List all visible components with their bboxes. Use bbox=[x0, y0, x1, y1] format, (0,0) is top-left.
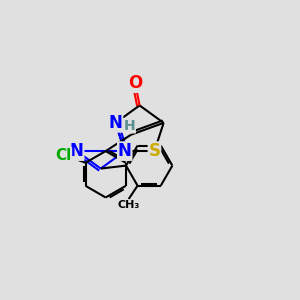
Text: N: N bbox=[118, 142, 132, 160]
Text: N: N bbox=[70, 142, 84, 160]
Text: O: O bbox=[128, 74, 142, 92]
Text: H: H bbox=[124, 119, 135, 133]
Text: CH₃: CH₃ bbox=[118, 200, 140, 210]
Text: S: S bbox=[148, 142, 160, 160]
Text: N: N bbox=[109, 114, 122, 132]
Text: Cl: Cl bbox=[55, 148, 71, 163]
